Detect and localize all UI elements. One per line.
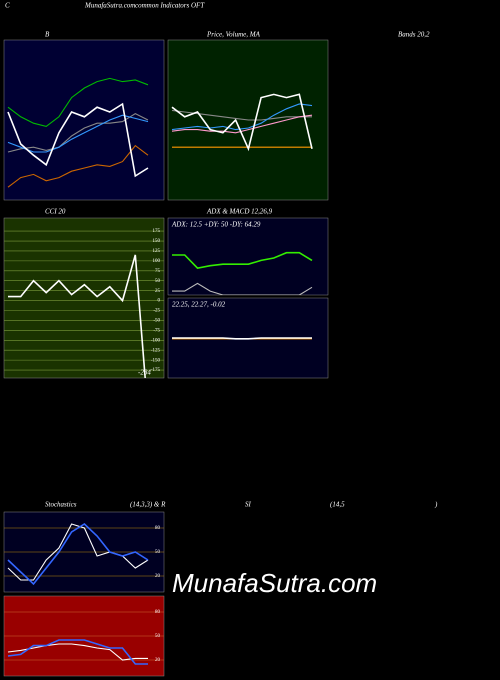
- series-line: [171, 103, 313, 131]
- panel-caption: (14,5: [330, 501, 345, 509]
- page-title: common Indicators OFT: [135, 2, 205, 10]
- watermark: MunafaSutra.com: [172, 568, 377, 598]
- y-tick-label: -125: [151, 348, 161, 353]
- panel-caption: ): [434, 501, 438, 509]
- y-tick-label: 80: [155, 526, 161, 531]
- series-line: [7, 144, 149, 188]
- series-line: [172, 282, 313, 295]
- panel-caption: Stochastics: [45, 501, 77, 509]
- y-tick-label: -50: [153, 319, 160, 324]
- plot: [172, 337, 312, 340]
- panel-caption: (14,3,3) & R: [130, 501, 166, 509]
- y-tick-label: 100: [153, 259, 161, 264]
- y-tick-label: 150: [153, 239, 161, 244]
- plot: [171, 93, 313, 152]
- plot: [4, 230, 164, 378]
- y-tick-label: 50: [155, 279, 161, 284]
- y-tick-label: 0: [158, 299, 161, 304]
- y-tick-label: 50: [155, 634, 161, 639]
- annotation: 22.25, 22.27, -0.02: [172, 301, 226, 309]
- y-tick-label: -175: [151, 368, 161, 373]
- panel-caption: Bands 20,2: [398, 31, 430, 39]
- y-tick-label: 125: [153, 249, 161, 254]
- series-line: [8, 254, 146, 378]
- data-label: -284: [138, 369, 151, 377]
- annotation: ADX: 12.5 +DY: 50 -DY: 64.29: [171, 221, 261, 229]
- series-line: [7, 643, 148, 661]
- series-line: [172, 337, 312, 340]
- plot: [4, 611, 164, 665]
- plot: [7, 77, 149, 188]
- plot: [4, 522, 164, 586]
- y-tick-label: -25: [153, 309, 160, 314]
- plot: [172, 251, 313, 295]
- series-line: [7, 102, 149, 178]
- y-tick-label: 25: [155, 289, 161, 294]
- panel-caption: B: [45, 31, 50, 39]
- panel-caption: CCI 20: [45, 208, 66, 216]
- series-line: [171, 93, 313, 152]
- panel: [3, 39, 165, 201]
- series-line: [7, 522, 149, 586]
- series-line: [171, 114, 313, 134]
- panel-caption: Price, Volume, MA: [206, 31, 261, 39]
- series-line: [7, 77, 149, 127]
- y-tick-label: 175: [153, 229, 161, 234]
- series-line: [172, 251, 313, 269]
- panel: [167, 217, 329, 296]
- series-line: [7, 639, 148, 665]
- y-tick-label: -100: [151, 338, 161, 343]
- panel-caption: ADX & MACD 12,26,9: [206, 208, 273, 216]
- y-tick-label: -75: [153, 328, 160, 333]
- y-tick-label: -150: [151, 358, 161, 363]
- panel-caption: SI: [245, 501, 252, 509]
- corner-label: C: [5, 2, 10, 10]
- y-tick-label: 80: [155, 610, 161, 615]
- site-name: MunafaSutra.com: [84, 2, 135, 10]
- series-line: [7, 523, 149, 581]
- y-tick-label: 75: [155, 269, 161, 274]
- y-tick-label: 50: [155, 550, 161, 555]
- y-tick-label: 20: [155, 658, 161, 663]
- panel: [3, 217, 165, 379]
- y-tick-label: 20: [155, 574, 161, 579]
